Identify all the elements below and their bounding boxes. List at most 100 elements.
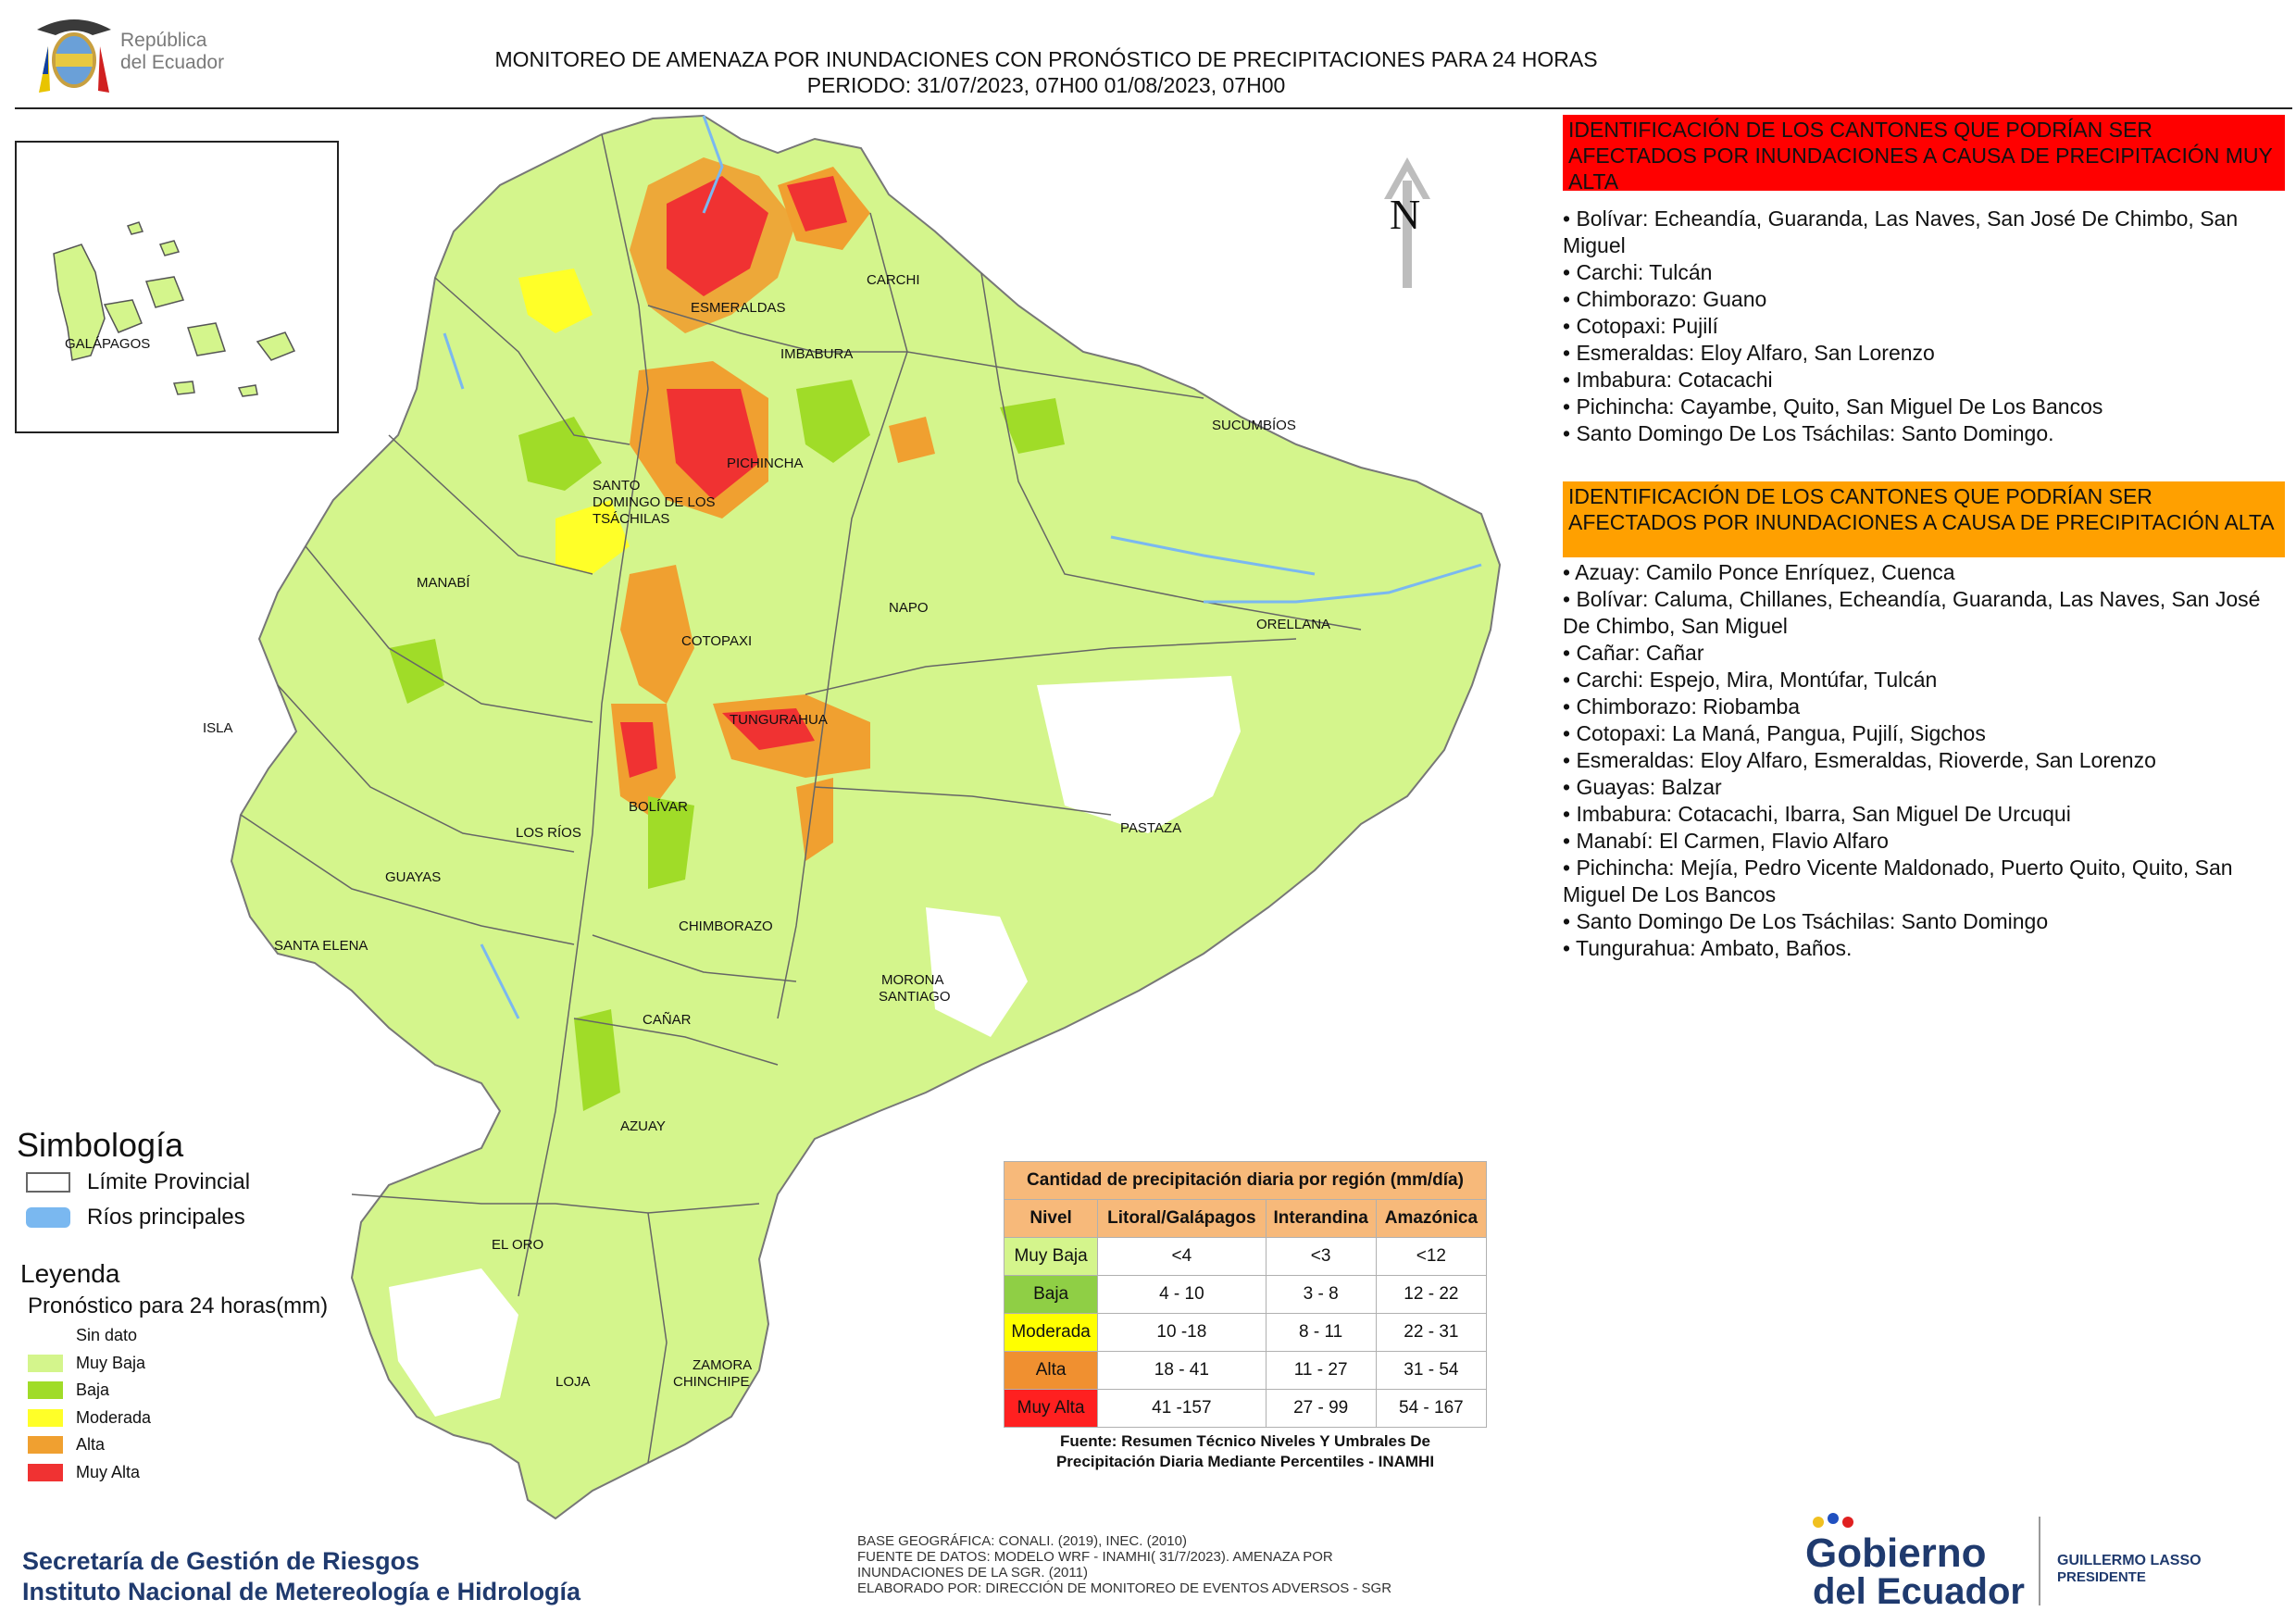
table-header: Interandina — [1265, 1199, 1377, 1238]
table-cell: <12 — [1375, 1237, 1488, 1276]
list-item: • Cañar: Cañar — [1563, 641, 1704, 665]
label-isla: ISLA — [203, 720, 233, 736]
simbologia-title: Simbología — [17, 1126, 184, 1164]
org-line2: Instituto Nacional de Metereología e Hid… — [22, 1578, 581, 1605]
label-carchi: CARCHI — [867, 272, 920, 288]
label-bolivar: BOLÍVAR — [629, 799, 688, 815]
list-item: • Chimborazo: Riobamba — [1563, 694, 1801, 718]
no-data-area — [1037, 676, 1241, 833]
list-alta: • Azuay: Camilo Ponce Enríquez, Cuenca •… — [1563, 559, 2285, 962]
list-item: • Esmeraldas: Eloy Alfaro, Esmeraldas, R… — [1563, 748, 2156, 772]
meta-line1: BASE GEOGRÁFICA: CONALI. (2019), INEC. (… — [857, 1533, 1187, 1549]
label-azuay: AZUAY — [620, 1118, 666, 1134]
legend-label: Muy Alta — [76, 1462, 141, 1481]
legend-item: Muy Alta — [20, 1459, 391, 1487]
label-galapagos: GALÁPAGOS — [65, 336, 150, 352]
footer-metadata: BASE GEOGRÁFICA: CONALI. (2019), INEC. (… — [857, 1533, 1450, 1596]
label-orellana: ORELLANA — [1256, 617, 1330, 632]
legend-label: Alta — [76, 1435, 106, 1455]
label-pastaza: PASTAZA — [1120, 820, 1181, 836]
limite-label: Límite Provincial — [87, 1169, 251, 1194]
list-item: • Manabí: El Carmen, Flavio Alfaro — [1563, 829, 1889, 853]
nivel-cell: Muy Baja — [1003, 1237, 1099, 1276]
label-esmeraldas: ESMERALDAS — [691, 300, 786, 316]
table-cell: 11 - 27 — [1265, 1351, 1377, 1390]
label-imbabura: IMBABURA — [780, 346, 853, 362]
list-item: • Pichincha: Mejía, Pedro Vicente Maldon… — [1563, 856, 2233, 906]
fuente-line2: Precipitación Diaria Mediante Percentile… — [1055, 1453, 1435, 1470]
legend-swatch — [28, 1327, 63, 1345]
header-muy-alta: IDENTIFICACIÓN DE LOS CANTONES QUE PODRÍ… — [1563, 115, 2285, 194]
list-item: • Carchi: Espejo, Mira, Montúfar, Tulcán — [1563, 668, 1938, 692]
fuente-line1: Fuente: Resumen Técnico Niveles Y Umbral… — [1060, 1432, 1430, 1450]
logo-dot-icon — [1828, 1513, 1839, 1524]
label-canar: CAÑAR — [643, 1012, 692, 1028]
label-pichincha: PICHINCHA — [727, 456, 804, 471]
gobierno-logo-graphic: Gobierno del Ecuador GUILLERMO LASSO PRE… — [1805, 1513, 2202, 1612]
leyenda-subtitle: Pronóstico para 24 horas(mm) — [28, 1293, 329, 1318]
table-cell: <3 — [1265, 1237, 1377, 1276]
north-label: N — [1390, 191, 1420, 238]
gob-line2: del Ecuador — [1813, 1571, 2025, 1612]
table-cell: 8 - 11 — [1265, 1313, 1377, 1352]
nivel-cell: Moderada — [1003, 1313, 1099, 1352]
logo-dot-icon — [1842, 1517, 1853, 1528]
table-cell: 4 - 10 — [1097, 1275, 1267, 1314]
rios-label: Ríos principales — [87, 1205, 245, 1230]
table-row: Muy Alta 41 -157 27 - 99 54 - 167 — [1003, 1389, 1488, 1428]
gob-line1: Gobierno — [1805, 1530, 1987, 1576]
leyenda-title: Leyenda — [20, 1259, 120, 1288]
table-cell: 10 -18 — [1097, 1313, 1267, 1352]
legend-swatch — [28, 1436, 63, 1455]
nivel-cell: Alta — [1003, 1351, 1099, 1390]
no-data-area — [389, 1268, 518, 1417]
title-line2: PERIODO: 31/07/2023, 07H00 01/08/2023, 0… — [806, 73, 1286, 97]
list-item: • Bolívar: Caluma, Chillanes, Echeandía,… — [1563, 587, 2261, 638]
legend-swatch — [28, 1354, 63, 1372]
legend-label: Muy Baja — [76, 1353, 146, 1372]
legend-label: Sin dato — [76, 1326, 138, 1345]
rivers — [443, 115, 1482, 1019]
table-caption: Cantidad de precipitación diaria por reg… — [1004, 1161, 1487, 1200]
table-cell: 31 - 54 — [1375, 1351, 1488, 1390]
legend-label: Moderada — [76, 1407, 152, 1427]
table-header: Nivel — [1003, 1199, 1099, 1238]
header-divider — [15, 107, 2292, 109]
list-item: • Santo Domingo De Los Tsáchilas: Santo … — [1563, 421, 2054, 445]
gobierno-logo: Gobierno del Ecuador GUILLERMO LASSO PRE… — [1802, 1511, 2296, 1613]
list-item: • Santo Domingo De Los Tsáchilas: Santo … — [1563, 909, 2049, 933]
legend-label: Baja — [76, 1380, 110, 1400]
limite-swatch — [26, 1172, 70, 1193]
list-item: • Guayas: Balzar — [1563, 775, 1722, 799]
label-napo: NAPO — [889, 600, 929, 616]
header-alta: IDENTIFICACIÓN DE LOS CANTONES QUE PODRÍ… — [1563, 481, 2285, 557]
table-row: Moderada 10 -18 8 - 11 22 - 31 — [1003, 1313, 1488, 1352]
label-zamora-2: CHINCHIPE — [673, 1374, 750, 1390]
list-item: • Carchi: Tulcán — [1563, 260, 1713, 284]
table-header: Litoral/Galápagos — [1097, 1199, 1267, 1238]
precipitation-zones — [389, 157, 1065, 1111]
leyenda: Leyenda Pronóstico para 24 horas(mm) Sin… — [20, 1257, 391, 1486]
legend-item: Alta — [20, 1431, 391, 1459]
page-title: MONITOREO DE AMENAZA POR INUNDACIONES CO… — [352, 46, 1741, 98]
label-el-oro: EL ORO — [492, 1237, 543, 1253]
table-cell: 3 - 8 — [1265, 1275, 1377, 1314]
table-cell: 22 - 31 — [1375, 1313, 1488, 1352]
table-row: Alta 18 - 41 11 - 27 31 - 54 — [1003, 1351, 1488, 1390]
logo-dot-icon — [1813, 1517, 1824, 1528]
label-santo-domingo-2: DOMINGO DE LOS — [593, 494, 716, 510]
logo-text-line2: del Ecuador — [120, 52, 225, 73]
label-loja: LOJA — [555, 1374, 591, 1390]
label-sucumbios: SUCUMBÍOS — [1212, 418, 1296, 433]
pres-line1: GUILLERMO LASSO — [2057, 1553, 2202, 1568]
coat-of-arms-icon — [37, 19, 111, 93]
nivel-cell: Baja — [1003, 1275, 1099, 1314]
north-arrow-icon: N — [1384, 157, 1430, 288]
label-santa-elena: SANTA ELENA — [274, 938, 368, 954]
label-chimborazo: CHIMBORAZO — [679, 918, 773, 934]
table-cell: 18 - 41 — [1097, 1351, 1267, 1390]
north-arrow: N — [1375, 153, 1440, 292]
label-zamora-1: ZAMORA — [693, 1357, 752, 1373]
list-item: • Pichincha: Cayambe, Quito, San Miguel … — [1563, 394, 2103, 418]
logo-text-line1: República — [120, 30, 207, 51]
